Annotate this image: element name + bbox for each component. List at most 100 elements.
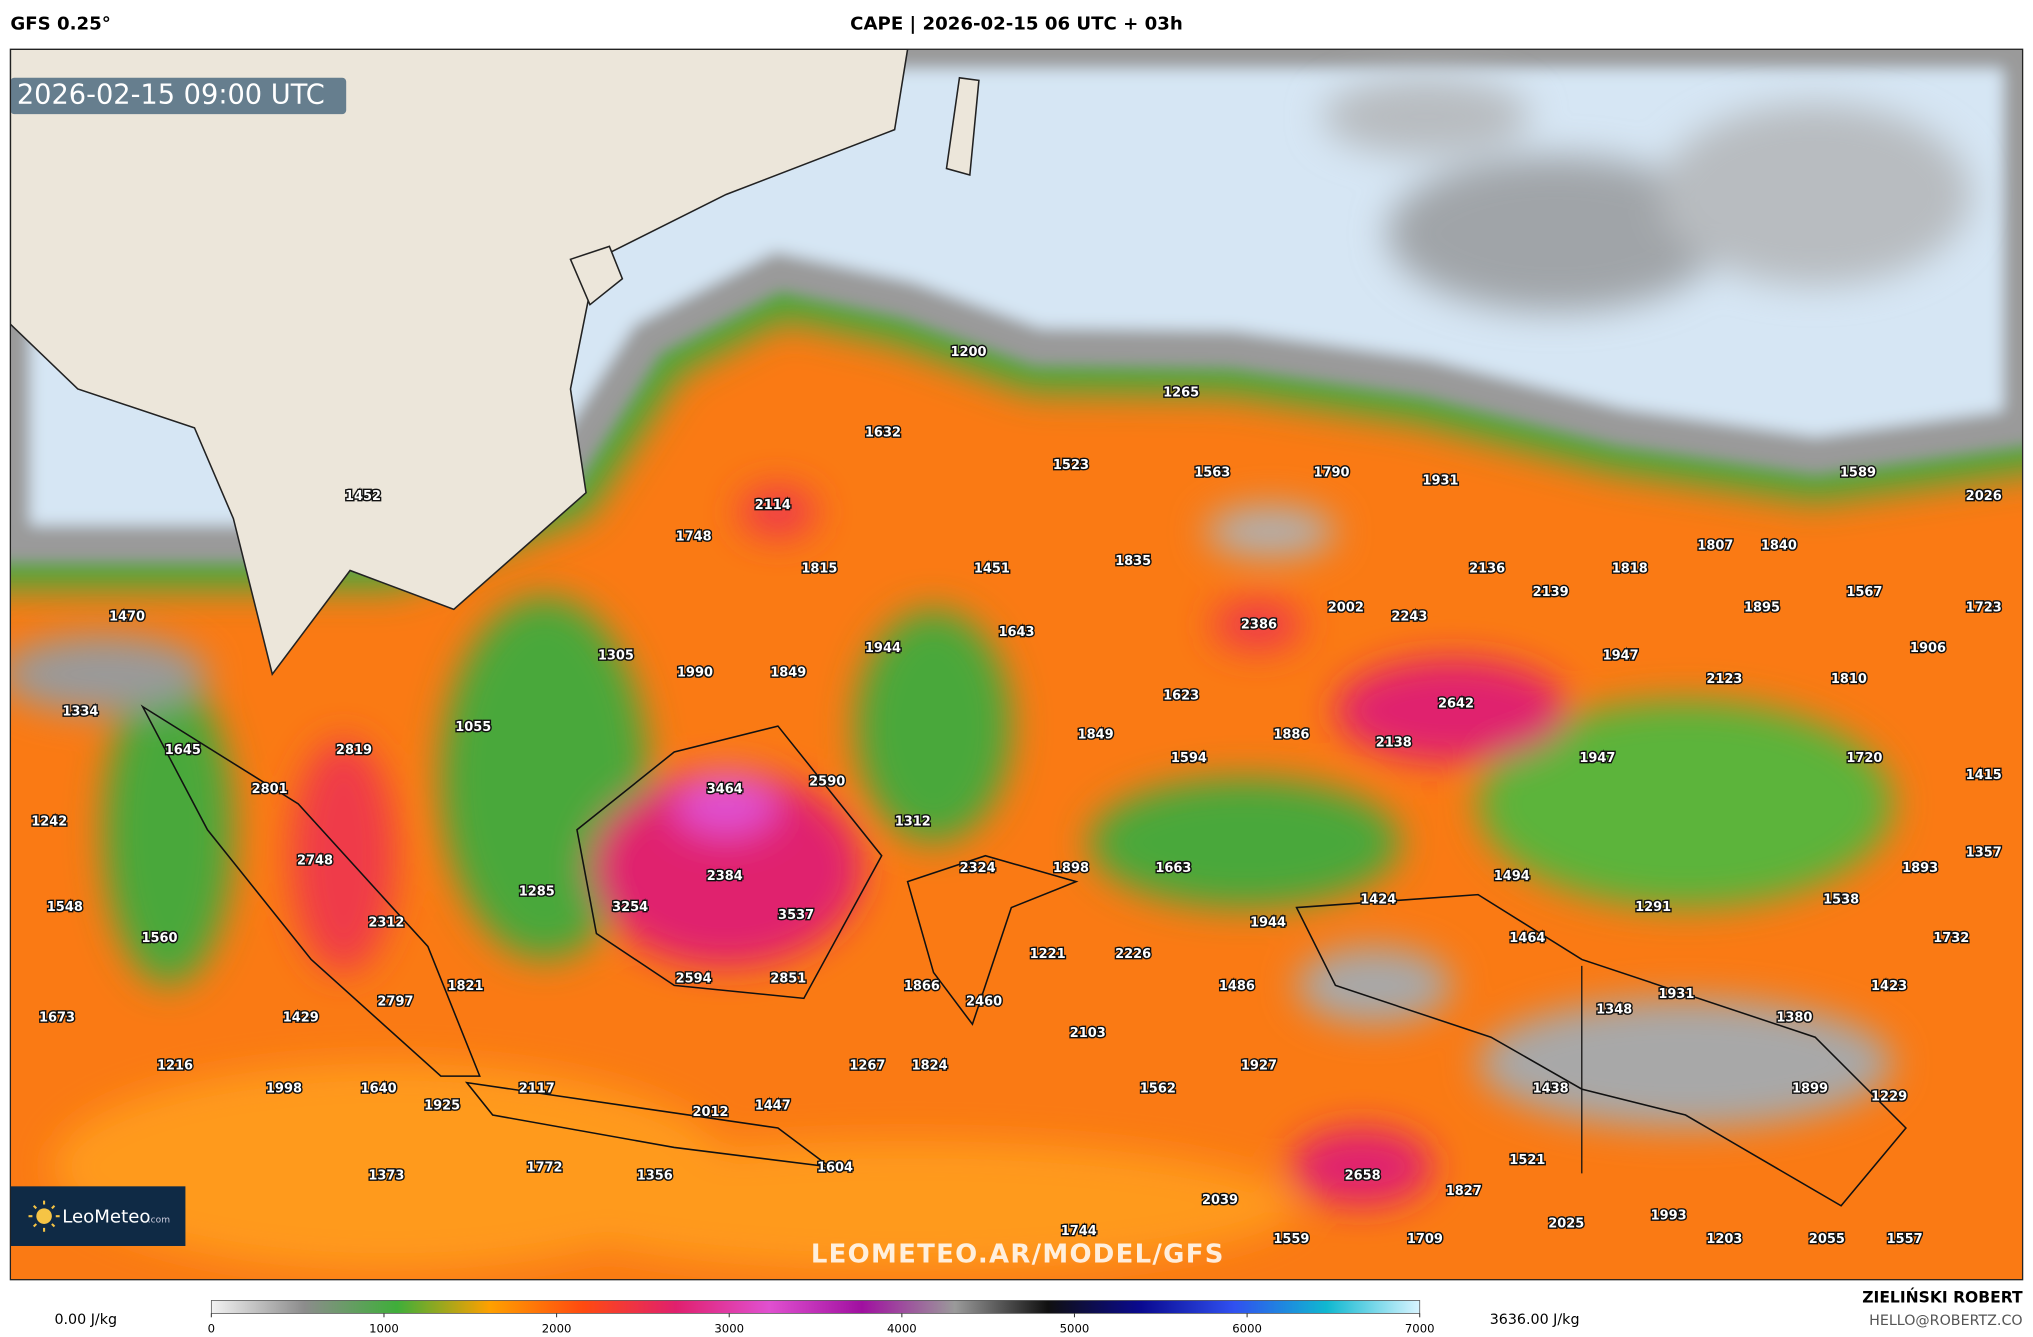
colorbar-tick-label: 0: [208, 1321, 215, 1335]
cape-label: 1523: [1053, 458, 1089, 473]
cape-label: 2797: [377, 995, 413, 1010]
cape-label: 1538: [1823, 892, 1859, 907]
cape-label: 1451: [974, 562, 1010, 577]
cape-label: 1464: [1509, 931, 1545, 946]
cape-label: 1840: [1761, 538, 1797, 553]
cape-label: 1632: [865, 426, 901, 441]
cape-label: 1720: [1846, 751, 1882, 766]
cape-label: 1931: [1422, 474, 1458, 489]
logo-suffix: .com: [148, 1216, 170, 1226]
cape-label: 1663: [1155, 861, 1191, 876]
colorbar-tick-label: 5000: [1060, 1321, 1090, 1335]
cape-label: 1821: [447, 979, 483, 994]
map-title: CAPE | 2026-02-15 06 UTC + 03h: [850, 14, 1183, 35]
model-name: GFS 0.25°: [10, 14, 111, 35]
colorbar-tick-label: 6000: [1232, 1321, 1262, 1335]
colorbar-tick-label: 3000: [714, 1321, 744, 1335]
colorbar-tick-label: 1000: [369, 1321, 399, 1335]
cape-label: 2123: [1706, 672, 1742, 687]
cape-label: 1423: [1871, 979, 1907, 994]
cape-label: 1898: [1053, 861, 1089, 876]
cape-label: 1305: [598, 649, 634, 664]
cape-label: 1216: [157, 1058, 193, 1073]
cape-label: 2039: [1202, 1193, 1238, 1208]
cape-label: 2117: [519, 1082, 555, 1097]
colorbar-tick-label: 4000: [887, 1321, 917, 1335]
cape-label: 2103: [1070, 1026, 1106, 1041]
cape-label: 1452: [345, 489, 381, 504]
cape-label: 2226: [1115, 947, 1151, 962]
cape-label: 1429: [283, 1010, 319, 1025]
colorbar-min: 0.00 J/kg: [54, 1312, 117, 1328]
cape-label: 1594: [1171, 751, 1207, 766]
watermark: LEOMETEO.AR/MODEL/GFS: [811, 1240, 1225, 1270]
colorbar-ticks: 0 1000 2000 3000 4000 5000 6000 7000: [208, 1313, 1435, 1335]
cape-label: 1548: [47, 900, 83, 915]
cape-label: 2114: [755, 498, 791, 513]
cape-label: 2012: [692, 1105, 728, 1120]
cape-label: 1807: [1697, 538, 1733, 553]
cape-labels: 1200 1265 1632 1523 1563 1790 1931 1589 2026 1452…: [30, 344, 2003, 1249]
cape-label: 1944: [865, 641, 901, 656]
cape-label: 3254: [612, 900, 648, 915]
cape-label: 2460: [966, 995, 1002, 1010]
cape-label: 2139: [1533, 585, 1569, 600]
cape-label: 2658: [1345, 1168, 1381, 1183]
cape-label: 2594: [676, 971, 712, 986]
cape-label: 1560: [141, 931, 177, 946]
cape-label: 1562: [1140, 1082, 1176, 1097]
cape-label: 1623: [1163, 689, 1199, 704]
cape-label: 2819: [336, 743, 372, 758]
cape-label: 1291: [1635, 900, 1671, 915]
cape-label: 2312: [368, 916, 404, 931]
cape-label: 1567: [1846, 585, 1882, 600]
colorbar: [210, 1300, 1421, 1314]
cape-label: 2801: [252, 782, 288, 797]
colorbar-max: 3636.00 J/kg: [1490, 1312, 1580, 1328]
cape-label: 1486: [1219, 979, 1255, 994]
cape-label: 2748: [297, 853, 333, 868]
cape-label: 1931: [1658, 987, 1694, 1002]
cape-label: 1640: [361, 1082, 397, 1097]
cape-label: 1334: [62, 704, 98, 719]
cape-label: 1748: [676, 529, 712, 544]
cape-label: 2026: [1966, 489, 2002, 504]
cape-label: 1521: [1509, 1153, 1545, 1168]
cape-label: 2055: [1809, 1232, 1845, 1247]
cape-label: 1944: [1250, 916, 1286, 931]
cape-label: 1200: [950, 345, 986, 360]
cape-label: 1732: [1933, 931, 1969, 946]
cape-label: 1886: [1273, 728, 1309, 743]
cape-label: 1559: [1273, 1232, 1309, 1247]
cape-label: 1589: [1840, 466, 1876, 481]
cape-label: 1242: [31, 815, 67, 830]
cape-label: 1818: [1612, 562, 1648, 577]
cape-label: 1866: [904, 979, 940, 994]
cape-label: 2324: [960, 861, 996, 876]
cape-label: 3537: [778, 908, 814, 923]
cape-label: 1267: [849, 1058, 885, 1073]
cape-label: 1356: [637, 1168, 673, 1183]
cape-label: 1744: [1061, 1224, 1097, 1239]
cape-label: 1723: [1966, 601, 2002, 616]
cape-label: 1645: [165, 743, 201, 758]
email: HELLO@ROBERTZ.CO: [1869, 1313, 2022, 1329]
cape-label: 1827: [1446, 1184, 1482, 1199]
cape-label: 1810: [1831, 672, 1867, 687]
logo-name: LeoMeteo: [62, 1206, 150, 1227]
cape-label: 1895: [1744, 601, 1780, 616]
cape-label: 1470: [109, 610, 145, 625]
cape-label: 1709: [1407, 1232, 1443, 1247]
cape-label: 2384: [707, 869, 743, 884]
logo: LeoMeteo .com: [10, 1186, 186, 1246]
cape-label: 1348: [1596, 1003, 1632, 1018]
cape-label: 1815: [801, 562, 837, 577]
cape-label: 2138: [1376, 735, 1412, 750]
cape-label: 2136: [1469, 562, 1505, 577]
cape-label: 1990: [677, 665, 713, 680]
cape-label: 2642: [1438, 697, 1474, 712]
cape-label: 2025: [1548, 1216, 1584, 1231]
cape-label: 1312: [895, 815, 931, 830]
cape-label: 1494: [1494, 869, 1530, 884]
